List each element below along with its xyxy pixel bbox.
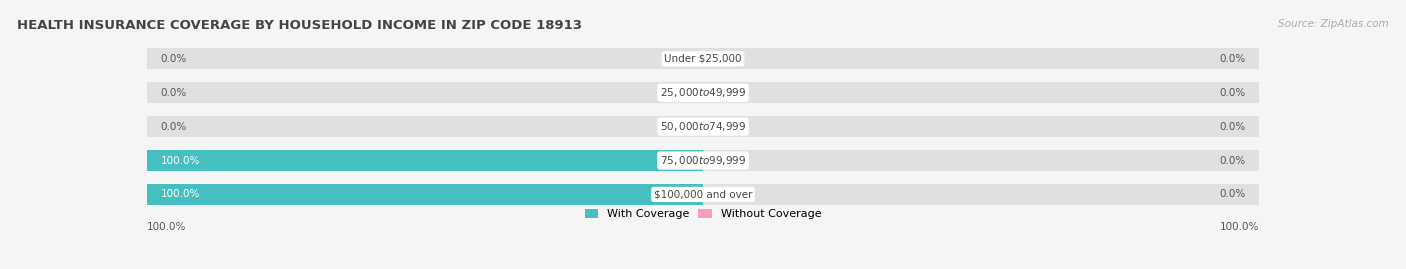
- Bar: [148, 48, 1258, 69]
- Bar: [148, 150, 703, 171]
- Bar: [148, 184, 1258, 205]
- Text: Source: ZipAtlas.com: Source: ZipAtlas.com: [1278, 19, 1389, 29]
- Text: 0.0%: 0.0%: [160, 122, 187, 132]
- Text: 0.0%: 0.0%: [1219, 122, 1246, 132]
- Bar: [148, 184, 703, 205]
- Text: $100,000 and over: $100,000 and over: [654, 189, 752, 199]
- Text: $25,000 to $49,999: $25,000 to $49,999: [659, 86, 747, 99]
- Text: 100.0%: 100.0%: [1219, 222, 1258, 232]
- Text: $75,000 to $99,999: $75,000 to $99,999: [659, 154, 747, 167]
- Text: 0.0%: 0.0%: [160, 88, 187, 98]
- Text: 0.0%: 0.0%: [1219, 189, 1246, 199]
- Bar: [148, 150, 1258, 171]
- Text: Under $25,000: Under $25,000: [664, 54, 742, 64]
- Text: 100.0%: 100.0%: [148, 222, 187, 232]
- Text: 100.0%: 100.0%: [160, 155, 200, 165]
- Legend: With Coverage, Without Coverage: With Coverage, Without Coverage: [585, 209, 821, 220]
- Text: HEALTH INSURANCE COVERAGE BY HOUSEHOLD INCOME IN ZIP CODE 18913: HEALTH INSURANCE COVERAGE BY HOUSEHOLD I…: [17, 19, 582, 32]
- Text: 0.0%: 0.0%: [1219, 155, 1246, 165]
- Text: 100.0%: 100.0%: [160, 189, 200, 199]
- Bar: [148, 82, 1258, 103]
- Text: $50,000 to $74,999: $50,000 to $74,999: [659, 120, 747, 133]
- Text: 0.0%: 0.0%: [1219, 88, 1246, 98]
- Text: 0.0%: 0.0%: [1219, 54, 1246, 64]
- Bar: [148, 116, 1258, 137]
- Text: 0.0%: 0.0%: [160, 54, 187, 64]
